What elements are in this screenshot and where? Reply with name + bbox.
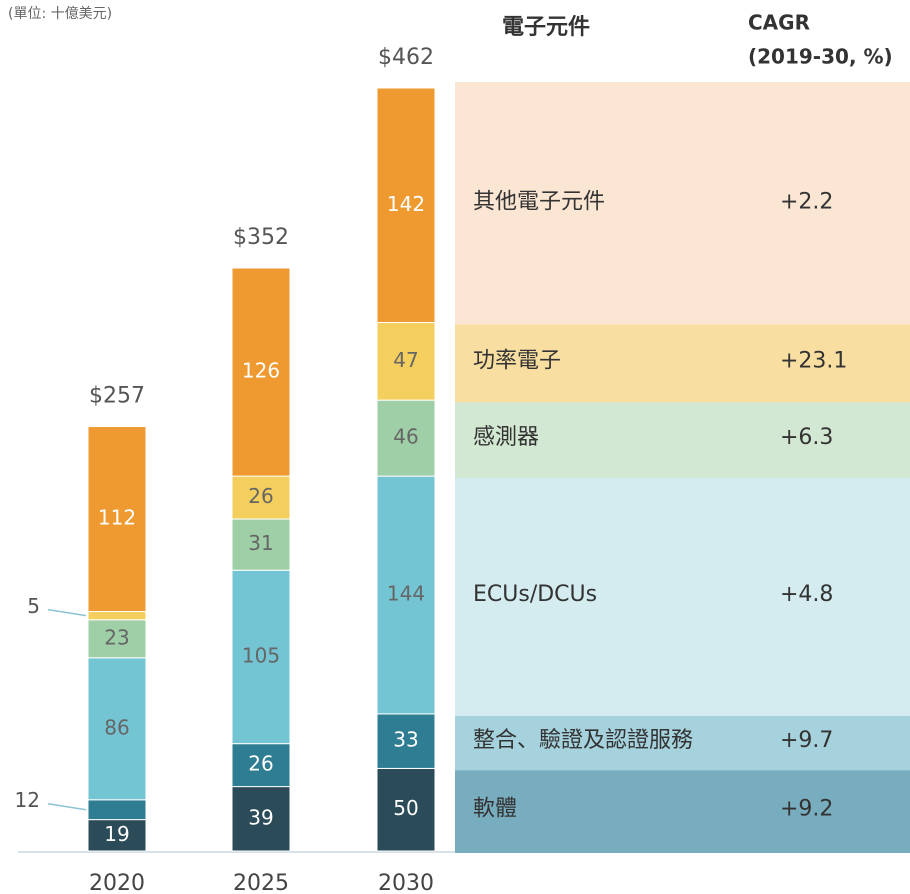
- segment-label: 142: [387, 192, 425, 216]
- total-label: $462: [378, 45, 434, 70]
- bar-segment: [376, 399, 436, 477]
- bar-segment: [231, 267, 291, 477]
- bar-segment: [231, 475, 291, 520]
- segment-label: 46: [393, 425, 418, 449]
- bar-segment: [231, 569, 291, 745]
- legend-label: 功率電子: [473, 348, 561, 373]
- segment-label: 12: [15, 788, 40, 812]
- bar-segment: [231, 743, 291, 788]
- cagr-label: +9.7: [780, 728, 833, 753]
- segment-label: 144: [387, 582, 425, 606]
- bar-segment: [376, 322, 436, 401]
- legend-label: 感測器: [473, 425, 539, 450]
- x-tick-label: 2030: [378, 871, 434, 894]
- segment-label: 112: [98, 506, 136, 530]
- bar-segment: [87, 657, 147, 801]
- cagr-label: +2.2: [780, 189, 833, 214]
- bar-segment: [87, 426, 147, 613]
- bar-segment: [87, 619, 147, 659]
- total-label: $257: [89, 384, 145, 409]
- cagr-label: +23.1: [780, 348, 847, 373]
- cagr-label: +4.8: [780, 582, 833, 607]
- legend-band: [455, 713, 910, 771]
- bar-segment: [376, 713, 436, 769]
- legend-band: [455, 322, 910, 403]
- cagr-label: +6.3: [780, 425, 833, 450]
- total-label: $352: [233, 225, 289, 250]
- bar-segment: [87, 611, 147, 621]
- bar-segment: [231, 518, 291, 571]
- legend-band: [455, 768, 910, 853]
- unit-note: (單位: 十億美元): [8, 6, 112, 22]
- bar-segment: [87, 799, 147, 821]
- x-tick-label: 2025: [233, 871, 289, 894]
- bar-segment: [231, 786, 291, 852]
- legend-label: 其他電子元件: [473, 189, 605, 214]
- cagr-header: (2019-30, %): [748, 45, 893, 69]
- bar-segment: [376, 767, 436, 852]
- segment-label: 5: [27, 594, 40, 618]
- bar-segment: [376, 87, 436, 324]
- segment-label: 105: [242, 643, 280, 667]
- segment-label: 26: [248, 752, 273, 776]
- legend-header: 電子元件: [502, 15, 590, 40]
- legend-label: 整合、驗證及認證服務: [473, 728, 693, 753]
- legend-label: ECUs/DCUs: [473, 582, 597, 607]
- legend-label: 軟體: [473, 797, 517, 822]
- segment-label: 86: [104, 715, 129, 739]
- segment-label: 39: [248, 805, 273, 829]
- leader-line: [47, 608, 87, 617]
- segment-label: 23: [104, 625, 129, 649]
- legend-band: [455, 476, 910, 716]
- legend-band: [455, 400, 910, 479]
- bar-segment: [87, 819, 147, 852]
- segment-label: 126: [242, 359, 280, 383]
- leader-line: [47, 802, 87, 811]
- legend-band: [455, 82, 910, 325]
- segment-label: 26: [248, 484, 273, 508]
- bar-segment: [376, 475, 436, 715]
- segment-label: 19: [104, 822, 129, 846]
- segment-label: 50: [393, 796, 418, 820]
- segment-label: 33: [393, 728, 418, 752]
- segment-label: 47: [393, 348, 418, 372]
- segment-label: 31: [248, 531, 273, 555]
- x-tick-label: 2020: [89, 871, 145, 894]
- cagr-label: +9.2: [780, 797, 833, 822]
- cagr-header: CAGR: [748, 11, 810, 35]
